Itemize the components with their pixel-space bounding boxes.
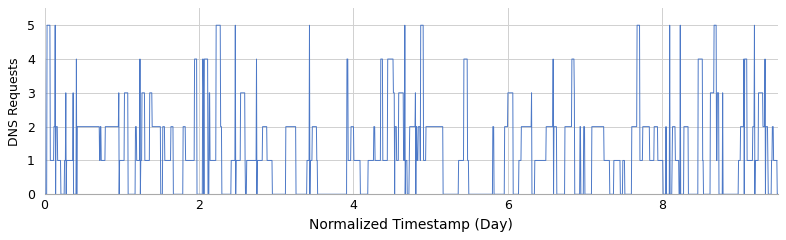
Y-axis label: DNS Requests: DNS Requests <box>9 57 21 145</box>
X-axis label: Normalized Timestamp (Day): Normalized Timestamp (Day) <box>309 218 513 232</box>
